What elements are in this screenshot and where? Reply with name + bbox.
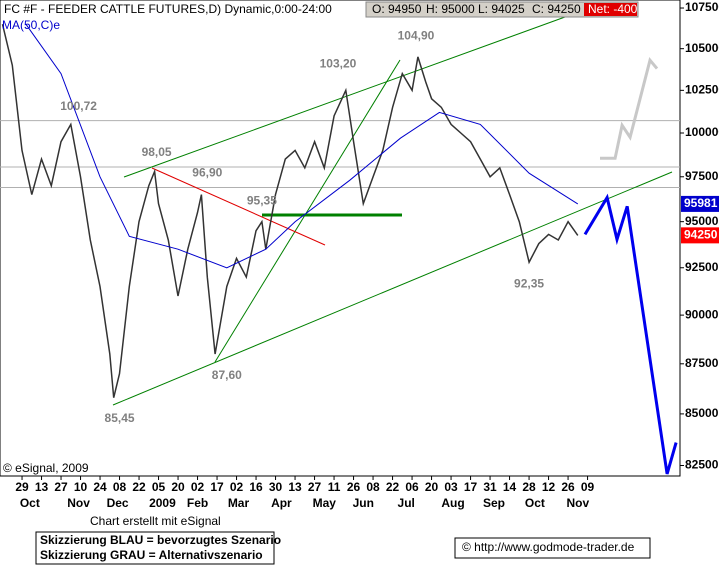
price-line [1, 24, 579, 398]
quote-net: Net: -400 [588, 2, 638, 16]
quote-open: O: 94950 [372, 2, 422, 16]
quote-high: H: 95000 [426, 2, 475, 16]
x-tick-label: 27 [54, 480, 68, 494]
month-label: Mar [228, 496, 250, 510]
annotation: 104,90 [398, 29, 435, 43]
y-tick-label: 97500 [685, 169, 719, 183]
credit: Chart erstellt mit eSignal [90, 514, 221, 528]
annotation: 87,60 [212, 368, 242, 382]
x-tick-label: 02 [230, 480, 244, 494]
month-label: Oct [525, 496, 545, 510]
y-tick-label: 105000 [685, 41, 719, 55]
month-label: Dec [107, 496, 129, 510]
x-tick-label: 08 [113, 480, 127, 494]
chart-title: FC #F - FEEDER CATTLE FUTURES,D) Dynamic… [4, 2, 332, 16]
month-label: Oct [20, 496, 40, 510]
price-tag [681, 227, 719, 244]
x-tick-label: 14 [503, 480, 517, 494]
x-tick-label: 16 [249, 480, 263, 494]
month-label: 2009 [149, 496, 176, 510]
trend-line [112, 171, 673, 406]
website: © http://www.godmode-trader.de [462, 540, 635, 554]
x-tick-label: 12 [542, 480, 556, 494]
month-label: Jun [353, 496, 374, 510]
net-box [584, 3, 637, 16]
x-tick-label: 28 [522, 480, 536, 494]
month-label: Aug [441, 496, 464, 510]
y-tick-label: 107500 [685, 0, 719, 14]
legend-entry: Skizzierung BLAU = bevorzugtes Szenario [40, 533, 281, 547]
trend-line [151, 167, 326, 246]
x-tick-label: 17 [210, 480, 224, 494]
x-tick-label: 30 [269, 480, 283, 494]
x-tick-label: 31 [483, 480, 497, 494]
x-tick-label: 13 [35, 480, 49, 494]
price-tag-label: 94250 [684, 228, 718, 242]
y-tick-label: 85000 [685, 406, 719, 420]
x-tick-label: 20 [171, 480, 185, 494]
x-tick-label: 10 [74, 480, 88, 494]
month-label: Nov [566, 496, 589, 510]
annotation: 85,45 [105, 411, 135, 425]
website-box [454, 537, 651, 559]
x-tick-label: 29 [15, 480, 29, 494]
plot-frame [0, 0, 681, 477]
x-tick-label: 08 [366, 480, 380, 494]
price-tag-label: 95981 [684, 196, 718, 210]
price-line [25, 23, 579, 269]
x-tick-label: 13 [288, 480, 302, 494]
y-tick-label: 87500 [685, 356, 719, 370]
marks [1, 23, 719, 475]
quote-box [365, 1, 639, 18]
y-tick-label: 82500 [685, 458, 719, 472]
month-label: Nov [67, 496, 90, 510]
x-tick-label: 02 [191, 480, 205, 494]
x-tick-label: 22 [386, 480, 400, 494]
month-label: Apr [271, 496, 292, 510]
x-tick-label: 22 [132, 480, 146, 494]
y-tick-label: 92500 [685, 260, 719, 274]
annotation: 98,05 [142, 145, 172, 159]
annotation: 95,35 [247, 193, 277, 207]
month-label: Jul [398, 496, 415, 510]
scenario-line [583, 193, 678, 475]
trend-line [214, 59, 401, 363]
trend-line [123, 16, 566, 178]
month-label: Sep [483, 496, 505, 510]
scenario-line [600, 56, 659, 160]
x-tick-label: 20 [425, 480, 439, 494]
price-tag [681, 195, 719, 212]
annotation: 103,20 [320, 57, 357, 71]
x-tick-label: 24 [93, 480, 107, 494]
legend-entry: Skizzierung GRAU = Alternativszenario [40, 548, 263, 562]
x-tick-label: 11 [328, 480, 341, 494]
annotation: 96,90 [192, 166, 222, 180]
x-tick-label: 26 [347, 480, 361, 494]
x-tick-label: 26 [561, 480, 575, 494]
ma-label: MA(50,C)e [2, 18, 60, 32]
x-tick-label: 09 [581, 480, 595, 494]
month-label: May [313, 496, 337, 510]
copyright: © eSignal, 2009 [3, 461, 89, 475]
month-label: Feb [187, 496, 208, 510]
x-tick-label: 17 [464, 480, 478, 494]
y-tick-label: 102500 [685, 83, 719, 97]
annotation: 100,72 [60, 99, 97, 113]
x-tick-label: 27 [308, 480, 322, 494]
y-tick-label: 95000 [685, 214, 719, 228]
x-tick-label: 03 [444, 480, 458, 494]
x-tick-label: 05 [152, 480, 166, 494]
x-tick-label: 06 [405, 480, 419, 494]
annotation: 92,35 [514, 277, 544, 291]
y-tick-label: 90000 [685, 307, 719, 321]
quote-low: L: 94025 [478, 2, 525, 16]
quote-close: C: 94250 [532, 2, 581, 16]
y-tick-label: 100000 [685, 125, 719, 139]
legend-box [35, 531, 275, 565]
